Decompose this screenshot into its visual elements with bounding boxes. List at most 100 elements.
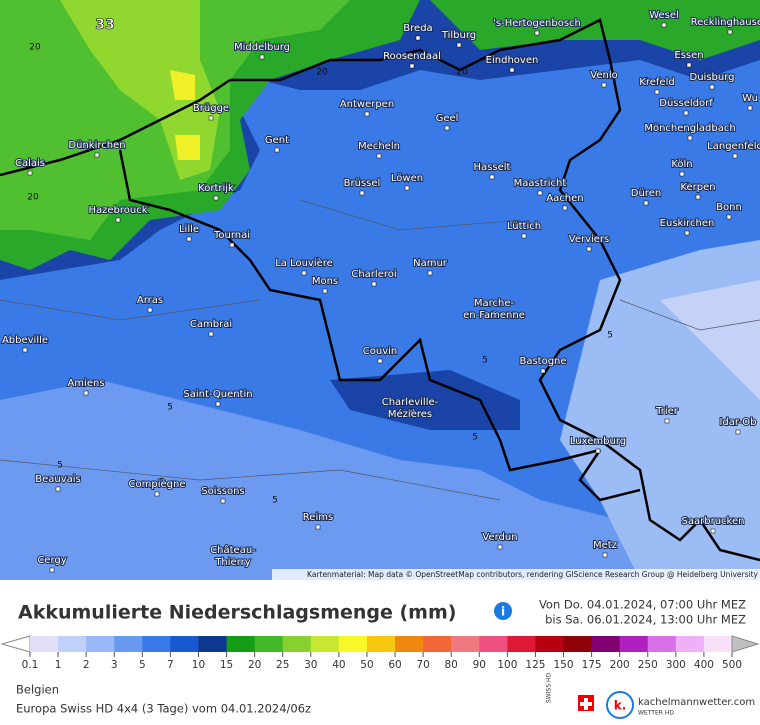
city-label: Brüssel (344, 178, 381, 189)
city-label: Venlo (590, 70, 617, 81)
city-label: Breda (403, 23, 432, 34)
city-label: Mézières (388, 408, 432, 420)
legend-cell (338, 636, 368, 652)
city-dot (695, 194, 701, 200)
legend-cell (114, 636, 143, 652)
city-dot (301, 270, 307, 276)
period-from: Von Do. 04.01.2024, 07:00 Uhr MEZ (539, 598, 746, 612)
city-label: Middelburg (234, 42, 290, 53)
legend-label: 20 (248, 659, 261, 671)
city-label: Cambrai (190, 319, 232, 330)
city-label: Cergy (37, 555, 66, 566)
city-dot (229, 242, 235, 248)
legend-label: 250 (638, 659, 658, 671)
contour-label: 5 (57, 461, 63, 471)
city-label: Verviers (569, 234, 610, 245)
period-to: bis Sa. 06.01.2024, 13:00 Uhr MEZ (545, 613, 746, 627)
legend-label: 3 (111, 659, 118, 671)
legend-over (731, 635, 760, 653)
city-dot (521, 233, 527, 239)
city-label: Bonn (716, 202, 742, 213)
city-label: Compiègne (129, 478, 186, 490)
city-dot (444, 125, 450, 131)
city-dot (664, 418, 670, 424)
city-label: Tournai (213, 230, 250, 241)
city-label: Thierry (214, 557, 250, 568)
city-dot (409, 63, 415, 69)
legend-label: 150 (553, 659, 573, 671)
city-dot (364, 111, 370, 117)
city-dot (534, 30, 540, 36)
legend-label: 500 (722, 659, 742, 671)
city-label: Lille (179, 224, 199, 235)
legend-label: 25 (276, 659, 289, 671)
city-label: Calais (15, 158, 45, 169)
city-label: Antwerpen (340, 99, 394, 110)
city-label: Reims (303, 512, 333, 523)
city-dot (497, 544, 503, 550)
brand-sub: WETTER HD (638, 710, 674, 717)
logo-text: k. (614, 699, 627, 713)
city-dot (208, 331, 214, 337)
city-label: Verdun (482, 532, 517, 543)
city-dot (274, 147, 280, 153)
city-label: Marche- (474, 298, 515, 309)
city-label: Kerpen (680, 182, 715, 193)
contour-label: 20 (29, 43, 41, 53)
legend-cell (479, 636, 508, 652)
city-dot (709, 84, 715, 90)
legend-label: 1 (55, 659, 62, 671)
city-label: Duisburg (690, 72, 735, 83)
city-dot (747, 105, 753, 111)
city-dot (684, 230, 690, 236)
city-label: Idar-Ob (719, 417, 756, 428)
legend-label: 2 (83, 659, 90, 671)
city-label: Lüttich (507, 221, 541, 232)
city-dot (654, 89, 660, 95)
city-dot (683, 110, 689, 116)
city-label: Geel (436, 113, 459, 124)
contour-label: 33 (95, 17, 114, 33)
city-label: Tilburg (441, 30, 476, 41)
legend-cell (675, 636, 705, 652)
city-label: Wu (742, 93, 758, 104)
city-label: Arras (137, 295, 163, 306)
city-label: Eindhoven (486, 55, 539, 66)
legend-label: 50 (360, 659, 373, 671)
city-label: Saint-Quentin (183, 389, 252, 400)
legend-cell (535, 636, 565, 652)
city-label: Recklinghausen (691, 17, 760, 28)
city-label: Trier (655, 406, 679, 417)
city-dot (186, 236, 192, 242)
city-dot (377, 358, 383, 364)
city-dot (489, 174, 495, 180)
city-dot (562, 205, 568, 211)
city-dot (661, 22, 667, 28)
city-dot (643, 200, 649, 206)
city-dot (371, 281, 377, 287)
info-icon[interactable] (494, 602, 512, 620)
legend-label: 5 (139, 659, 146, 671)
city-label: Mecheln (358, 141, 400, 152)
city-dot (415, 35, 421, 41)
city-label: Beauvais (35, 474, 81, 485)
legend-cell (366, 636, 396, 652)
city-label: Hasselt (474, 162, 511, 173)
city-dot (726, 214, 732, 220)
attribution-bg (272, 569, 760, 580)
legend-label: 40 (332, 659, 345, 671)
city-label: Euskirchen (660, 218, 715, 229)
city-dot (115, 217, 121, 223)
city-label: Charleville- (382, 397, 439, 408)
city-label: Bastogne (519, 356, 566, 367)
legend-cell (619, 636, 649, 652)
city-label: Couvin (363, 346, 397, 357)
city-dot (586, 246, 592, 252)
city-label: Mons (312, 276, 338, 287)
legend-cell (170, 636, 199, 652)
city-dot (208, 115, 214, 121)
city-label: Amiens (67, 378, 104, 389)
legend-cell (395, 636, 424, 652)
city-dot (230, 557, 236, 563)
